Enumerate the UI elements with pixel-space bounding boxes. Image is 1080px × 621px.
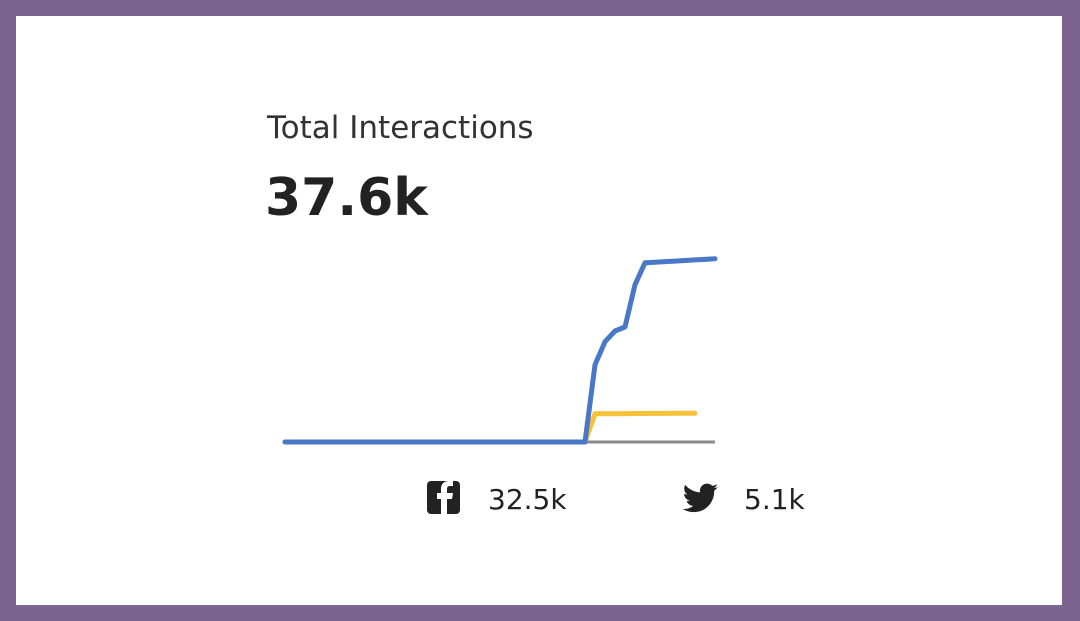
twitter-icon xyxy=(682,483,718,513)
series-line xyxy=(282,256,718,445)
card xyxy=(16,16,1062,605)
chart-title: Total Interactions xyxy=(266,110,534,146)
total-value: 37.6k xyxy=(265,168,429,228)
series-line xyxy=(282,410,698,445)
facebook-icon xyxy=(427,481,460,514)
facebook-count: 32.5k xyxy=(488,483,567,516)
twitter-count: 5.1k xyxy=(744,483,806,516)
